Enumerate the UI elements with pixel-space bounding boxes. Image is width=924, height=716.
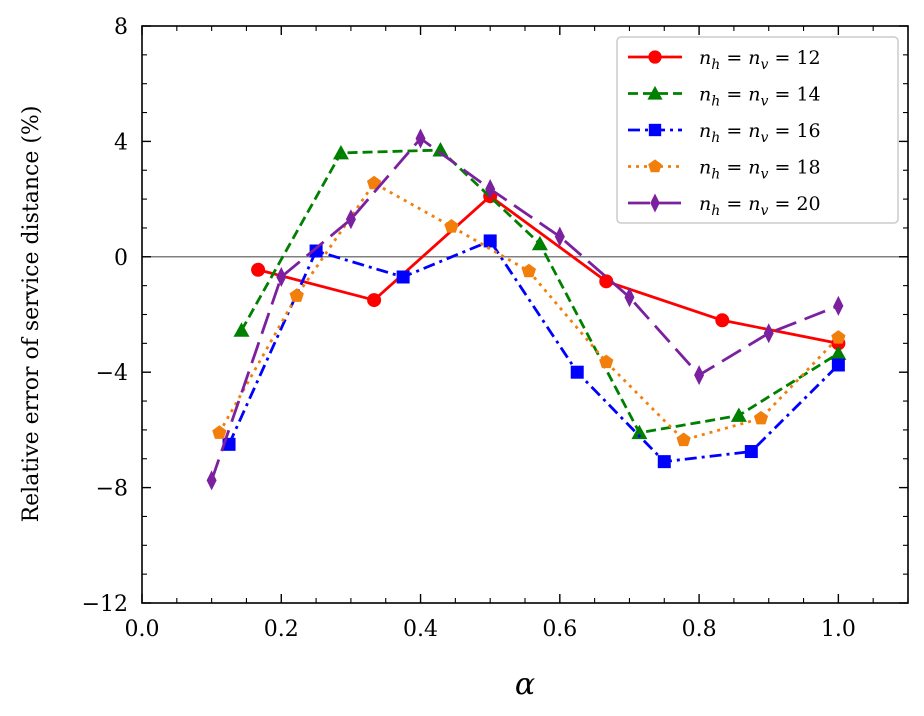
legend-marker	[648, 50, 662, 64]
series-line	[257, 194, 839, 345]
data-point	[415, 128, 426, 149]
series-line	[227, 239, 840, 464]
data-point	[554, 226, 565, 247]
series-4	[212, 175, 846, 447]
data-point	[212, 425, 227, 439]
x-tick-label: 0.6	[542, 617, 577, 642]
data-point	[763, 323, 774, 344]
legend-entry: nh = nv = 16	[628, 120, 821, 146]
y-tick-label: 0	[114, 246, 128, 271]
data-point	[289, 288, 304, 302]
legend-entry: nh = nv = 18	[628, 157, 821, 183]
data-point	[830, 345, 847, 360]
data-point	[833, 295, 844, 316]
legend-label: nh = nv = 12	[699, 47, 821, 73]
data-point	[444, 219, 459, 233]
y-tick-label: −8	[96, 477, 128, 502]
legend-marker	[647, 85, 663, 100]
y-axis-title: Relative error of service distance (%)	[19, 106, 44, 523]
data-point	[531, 235, 548, 251]
x-axis-title: α	[515, 667, 535, 702]
legend-box	[616, 36, 899, 224]
data-point	[521, 263, 537, 278]
legend-entry: nh = nv = 14	[628, 84, 821, 110]
data-point	[332, 144, 349, 160]
data-point	[345, 209, 356, 230]
data-point	[485, 179, 496, 200]
data-point	[676, 432, 691, 447]
data-point	[744, 445, 758, 459]
data-point	[657, 455, 671, 469]
legend-label: nh = nv = 14	[699, 84, 821, 110]
data-point	[831, 358, 845, 372]
data-point	[715, 313, 730, 328]
legend-entry: nh = nv = 20	[628, 193, 821, 219]
tick-labels: 0.0 0.2 0.4 0.6 0.8 1.0 −12 −8 −4 0 4 8	[82, 15, 856, 642]
series-2	[233, 142, 847, 440]
data-point	[396, 270, 410, 284]
legend: nh = nv = 12 nh = nv = 14 nh = nv = 16 nh =…	[616, 36, 899, 224]
series-5	[206, 128, 844, 491]
data-point	[206, 470, 217, 491]
legend-label: nh = nv = 18	[699, 157, 821, 183]
data-point	[730, 407, 747, 422]
data-point	[367, 293, 382, 308]
legend-label: nh = nv = 16	[699, 120, 821, 146]
x-tick-label: 1.0	[821, 617, 856, 642]
legend-marker	[648, 159, 662, 173]
data-point	[753, 410, 769, 425]
data-point	[831, 330, 846, 344]
data-point	[694, 365, 705, 386]
y-tick-label: 8	[114, 15, 128, 40]
data-point	[432, 142, 449, 157]
x-tick-label: 0.4	[403, 617, 438, 642]
legend-entry: nh = nv = 12	[628, 47, 821, 73]
series-line	[218, 181, 840, 442]
x-tick-label: 0.2	[264, 617, 299, 642]
data-point	[599, 354, 614, 369]
data-point	[251, 262, 266, 277]
data-point	[366, 175, 382, 190]
y-tick-label: 4	[114, 130, 128, 155]
data-point	[570, 365, 584, 379]
x-tick-label: 0.8	[682, 617, 717, 642]
legend-label: nh = nv = 20	[699, 193, 821, 219]
legend-marker	[650, 193, 660, 213]
data-point	[233, 322, 250, 337]
data-point	[483, 234, 497, 248]
x-tick-label: 0.0	[125, 617, 160, 642]
ticks-layer	[141, 25, 909, 604]
y-tick-label: −4	[96, 361, 128, 386]
data-point	[631, 424, 648, 440]
data-point	[309, 244, 323, 258]
data-point	[624, 287, 635, 308]
series-line	[210, 137, 839, 481]
y-tick-label: −12	[82, 592, 128, 617]
data-point	[599, 274, 614, 289]
data-point	[276, 266, 287, 287]
legend-marker	[648, 123, 662, 137]
series-layer	[206, 128, 847, 491]
